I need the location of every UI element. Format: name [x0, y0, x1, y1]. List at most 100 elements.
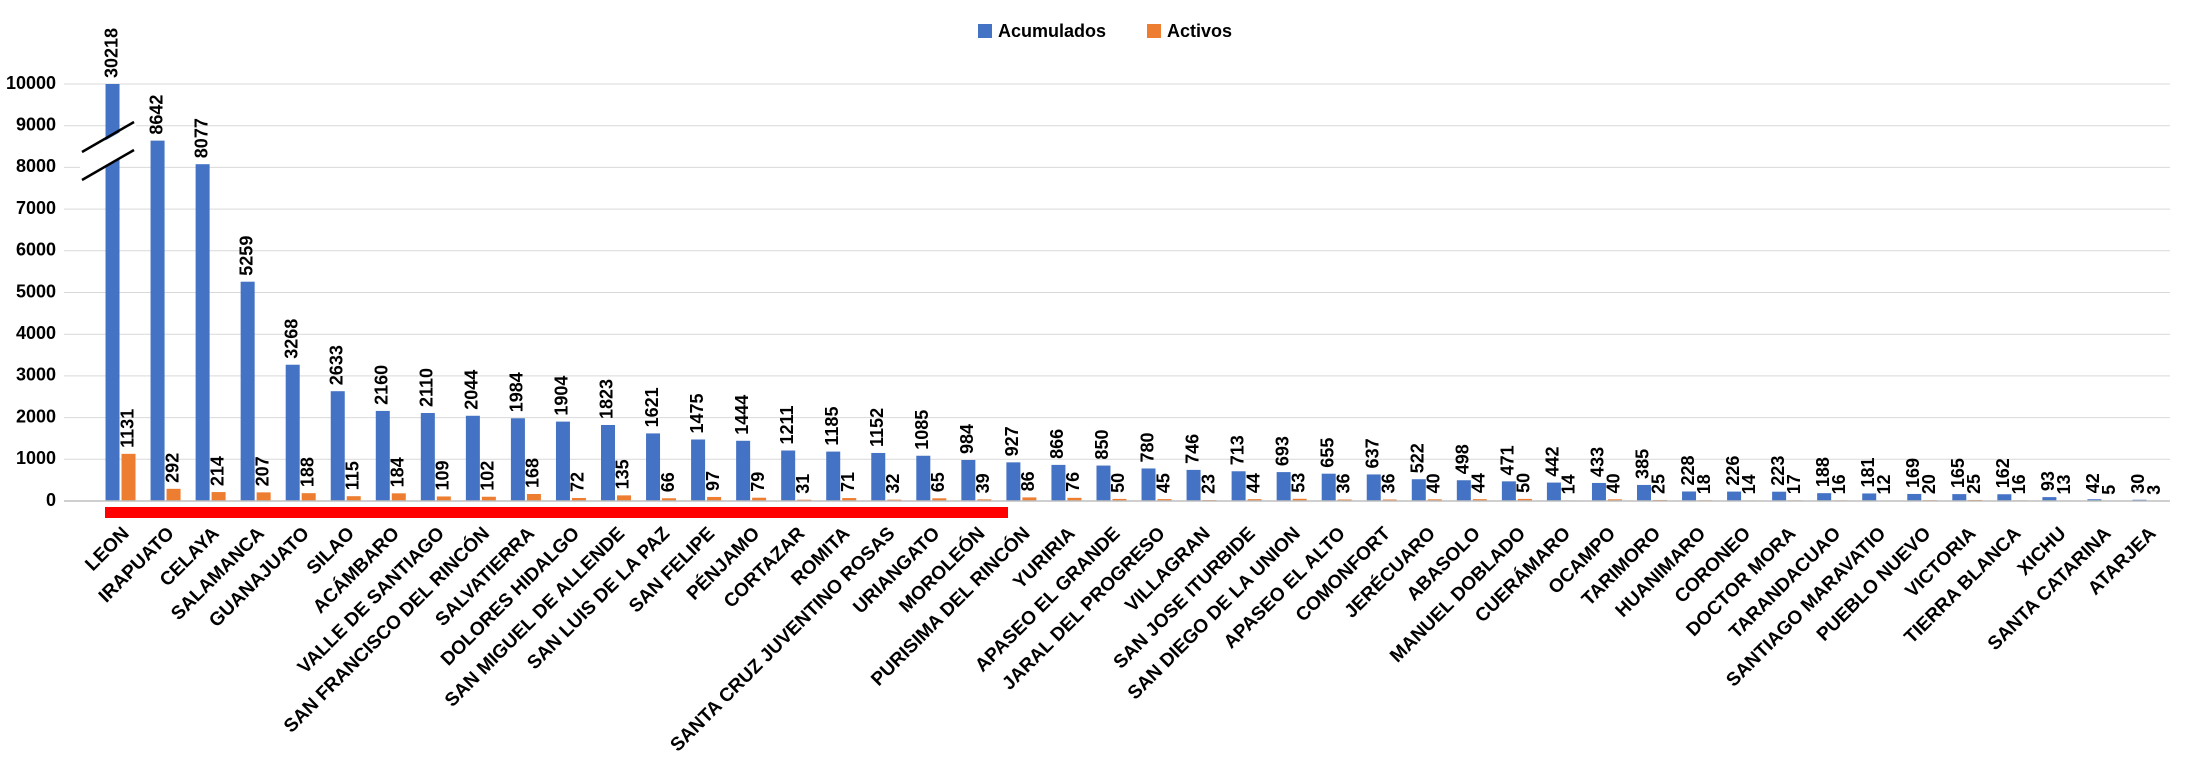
data-label: 25 [1649, 474, 1669, 494]
data-label: 168 [523, 458, 543, 488]
bar [842, 498, 857, 501]
data-label: 14 [1559, 474, 1579, 494]
bar [1546, 482, 1561, 501]
data-label: 2044 [462, 370, 482, 410]
data-label: 927 [1002, 426, 1022, 456]
bar [871, 452, 886, 501]
data-label: 850 [1092, 430, 1112, 460]
bar [1456, 480, 1471, 501]
bar [1276, 472, 1291, 501]
data-label: 162 [1993, 458, 2013, 488]
bar [707, 496, 722, 501]
data-label: 223 [1768, 456, 1788, 486]
bar [1637, 484, 1651, 501]
y-tick-label: 10000 [6, 73, 56, 93]
bar [826, 451, 841, 501]
bar [481, 496, 496, 501]
data-label: 1904 [552, 376, 572, 416]
legend-swatch [1147, 24, 1161, 38]
bar [105, 84, 120, 501]
bar [1772, 491, 1787, 501]
bar [1501, 481, 1516, 501]
bar [2042, 497, 2057, 501]
axis-break [80, 120, 136, 182]
y-tick-label: 7000 [16, 198, 56, 218]
bar [375, 410, 390, 501]
bar [1517, 498, 1532, 501]
bar [977, 499, 992, 501]
bar [301, 493, 316, 501]
bar [1096, 465, 1111, 501]
bar [932, 498, 947, 501]
data-label: 71 [838, 472, 858, 492]
bar [1862, 493, 1877, 501]
bar [752, 497, 767, 501]
bar [1247, 499, 1262, 501]
bar [256, 492, 271, 501]
y-tick-label: 0 [46, 490, 56, 510]
bar [1112, 498, 1127, 501]
y-tick-label: 2000 [16, 406, 56, 426]
data-label: 169 [1903, 458, 1923, 488]
data-label: 36 [1333, 473, 1353, 493]
bar [1997, 494, 2012, 501]
bar [1952, 494, 1967, 501]
bar [465, 415, 480, 501]
legend-swatch [978, 24, 992, 38]
bar [1682, 491, 1697, 501]
data-label: 79 [748, 472, 768, 492]
bar [662, 498, 677, 501]
data-label: 30 [2128, 474, 2148, 494]
data-label: 17 [1784, 474, 1804, 494]
data-label: 3 [2144, 485, 2164, 495]
bar [391, 493, 406, 501]
bar [1366, 474, 1381, 501]
data-label: 53 [1288, 473, 1308, 493]
data-label: 2110 [417, 368, 437, 407]
data-label: 866 [1047, 429, 1067, 459]
data-label: 2160 [372, 365, 392, 405]
data-label: 188 [297, 457, 317, 487]
data-label: 18 [1694, 474, 1714, 494]
data-label: 32 [883, 474, 903, 494]
bar [420, 413, 435, 501]
bar [1337, 499, 1352, 501]
bar [646, 433, 661, 501]
data-label: 12 [1874, 474, 1894, 494]
data-label: 5259 [236, 236, 256, 276]
data-label: 780 [1137, 432, 1157, 462]
data-label: 14 [1739, 474, 1759, 494]
bar [211, 492, 226, 501]
bar [285, 364, 300, 501]
data-label: 109 [433, 460, 453, 490]
bar [571, 497, 586, 501]
data-label: 655 [1317, 438, 1337, 468]
bar [916, 455, 931, 501]
bar [1427, 499, 1442, 501]
data-label: 207 [252, 456, 272, 486]
data-label: 1085 [912, 410, 932, 450]
y-tick-label: 4000 [16, 323, 56, 343]
data-label: 1475 [687, 393, 707, 433]
data-label: 746 [1182, 434, 1202, 464]
data-label: 65 [928, 472, 948, 492]
data-label: 66 [658, 472, 678, 492]
legend-label: Activos [1167, 21, 1232, 41]
data-label: 45 [1153, 473, 1173, 493]
data-label: 637 [1362, 438, 1382, 468]
bar [1022, 497, 1037, 501]
data-label: 1211 [777, 405, 797, 444]
data-label: 16 [1829, 474, 1849, 494]
data-label: 1444 [732, 395, 752, 435]
grid [64, 83, 2170, 502]
data-label: 165 [1948, 458, 1968, 488]
data-label: 1131 [117, 409, 137, 448]
data-label: 226 [1723, 456, 1743, 486]
data-label: 31 [793, 474, 813, 494]
bar [1186, 469, 1201, 501]
data-label: 40 [1424, 473, 1444, 493]
data-label: 20 [1919, 474, 1939, 494]
bars [105, 84, 2163, 502]
bar [436, 496, 451, 501]
